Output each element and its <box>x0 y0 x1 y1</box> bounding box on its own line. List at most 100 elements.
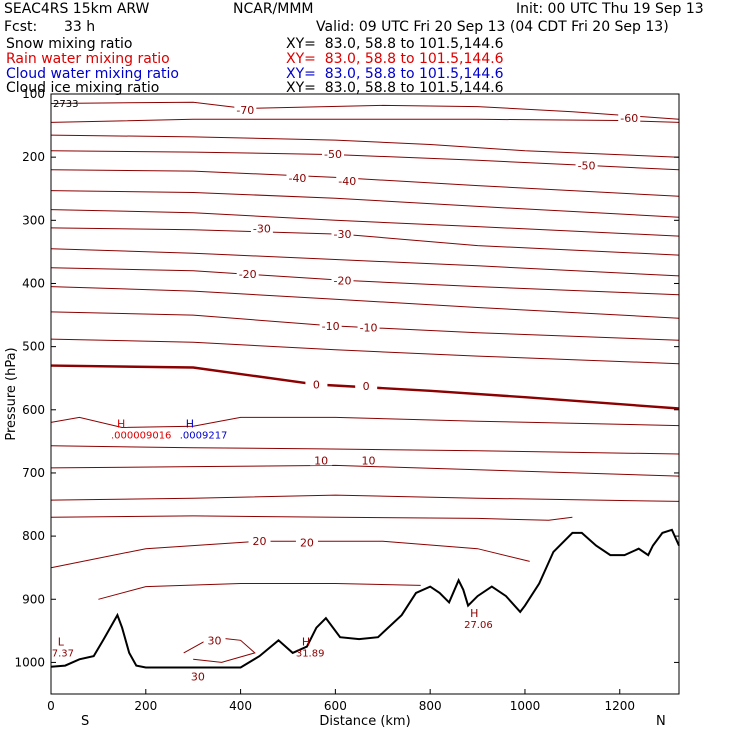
y-axis-label: Pressure (hPa) <box>4 347 19 440</box>
isotherm-line <box>50 416 680 429</box>
x-tick-label: 200 <box>134 699 157 713</box>
isotherm-line <box>50 445 680 455</box>
isotherm-line <box>50 494 680 502</box>
legend-snow-xy: XY= 83.0, 58.8 to 101.5,144.6 <box>286 36 504 52</box>
valid-time: Valid: 09 UTC Fri 20 Sep 13 (04 CDT Fri … <box>316 19 669 35</box>
forecast-label: Fcst: <box>4 19 38 35</box>
isotherm-line <box>50 540 530 569</box>
contour-label: -20 <box>334 274 352 287</box>
plot-frame <box>50 93 680 695</box>
contour-label-bg <box>234 103 257 115</box>
forecast-hours: 33 h <box>64 19 96 35</box>
model-name: SEAC4RS 15km ARW <box>4 1 150 17</box>
contour-label-bg <box>286 172 309 183</box>
extremum-value: 31.89 <box>296 649 325 660</box>
legend-cloud-ice-xy: XY= 83.0, 58.8 to 101.5,144.6 <box>286 80 504 96</box>
contour-label: 20 <box>300 536 314 549</box>
contour-label-bg <box>331 274 354 286</box>
corner-value: 2733 <box>53 99 78 110</box>
contour-label: -30 <box>334 228 352 241</box>
isotherm-line <box>50 286 680 319</box>
contour-label-bg <box>336 175 359 187</box>
isotherm-line <box>50 150 680 171</box>
extremum-value: .000009016 <box>111 431 171 442</box>
isotherm-line <box>50 464 680 477</box>
contour-label-bg <box>357 454 380 466</box>
y-tick-label: 200 <box>22 150 45 164</box>
terrain-line <box>50 528 680 669</box>
contour-label: -50 <box>324 148 342 161</box>
isotherm-line <box>50 248 680 277</box>
extremum-mark: H <box>302 636 310 649</box>
legend-cloud-ice-label: Cloud ice mixing ratio <box>6 80 160 96</box>
terrain-outline <box>50 528 680 669</box>
isotherm-line <box>50 118 680 123</box>
contour-label: -30 <box>253 223 271 236</box>
isotherm-line <box>50 515 573 521</box>
contour-label-bg <box>322 148 345 159</box>
isotherm-line <box>50 101 680 120</box>
y-tick-label: 500 <box>22 340 45 354</box>
x-tick-label: 600 <box>324 699 347 713</box>
contour-label: -10 <box>322 320 340 333</box>
y-tick-label: 800 <box>22 529 45 543</box>
contour-label: 0 <box>313 379 320 392</box>
contour-label: 30 <box>191 670 205 683</box>
isotherm-line <box>50 134 680 158</box>
extremum-mark: H <box>186 418 194 431</box>
legend-cloud-water-xy: XY= 83.0, 58.8 to 101.5,144.6 <box>286 66 504 82</box>
y-tick-label: 600 <box>22 403 45 417</box>
contour-label: -50 <box>578 159 596 172</box>
contour-label-bg <box>305 378 328 390</box>
contour-label: -40 <box>288 172 306 185</box>
contour-label: -10 <box>360 322 378 335</box>
x-tick-label: 1200 <box>604 699 635 713</box>
isotherm-line <box>50 267 680 296</box>
isotherm-line <box>50 169 680 197</box>
contour-label: 30 <box>208 634 222 647</box>
contour-label: 0 <box>363 380 370 393</box>
contour-label-bg <box>319 319 342 331</box>
contour-label-bg <box>331 228 354 240</box>
extremum-value: .0009217 <box>180 431 228 442</box>
north-end-label: N <box>656 714 666 729</box>
y-tick-label: 1000 <box>14 655 45 669</box>
contour-labels: -70 -60 -50 -50 -40 -40 -30 -30 -20 -20 -10 -10 0 0 10… <box>186 103 641 683</box>
y-tick-label: 400 <box>22 276 45 290</box>
x-tick-label: 0 <box>47 699 55 713</box>
isotherm-line <box>50 209 680 237</box>
contour-label: -60 <box>620 112 638 125</box>
south-end-label: S <box>81 714 89 729</box>
contour-label-bg <box>295 536 318 548</box>
organization: NCAR/MMM <box>233 1 314 17</box>
contour-label: 10 <box>362 454 376 467</box>
isotherm-line <box>50 190 680 218</box>
contour-label-bg <box>250 222 273 234</box>
contour-label: -40 <box>338 175 356 188</box>
contour-label-bg <box>236 268 259 279</box>
y-tick-label: 900 <box>22 592 45 606</box>
extremum-mark: H <box>470 607 478 620</box>
y-tick-label: 300 <box>22 213 45 227</box>
contour-label: -70 <box>236 104 254 117</box>
contour-label-bg <box>203 634 226 646</box>
contour-label: -20 <box>239 268 257 281</box>
contour-label-bg <box>186 670 209 682</box>
contour-label: 20 <box>253 535 267 548</box>
extremum-mark: L <box>58 636 65 649</box>
legend-rain-xy: XY= 83.0, 58.8 to 101.5,144.6 <box>286 51 504 67</box>
contour-label: 10 <box>314 454 328 467</box>
legend-snow-label: Snow mixing ratio <box>6 36 133 52</box>
legend-cloud-water-label: Cloud water mixing ratio <box>6 66 179 82</box>
legend-rain-label: Rain water mixing ratio <box>6 51 170 67</box>
contour-label-bg <box>355 379 378 391</box>
isotherm-line <box>50 338 680 365</box>
extremum-value: 27.06 <box>464 620 493 631</box>
x-tick-label: 800 <box>419 699 442 713</box>
init-time: Init: 00 UTC Thu 19 Sep 13 <box>516 1 704 17</box>
contour-label-bg <box>618 112 641 123</box>
x-axis-label: Distance (km) <box>319 714 410 729</box>
